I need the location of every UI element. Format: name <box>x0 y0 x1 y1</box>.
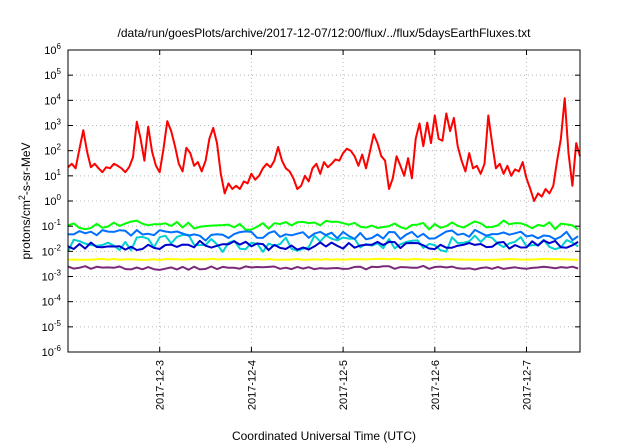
y-tick-label: 102 <box>44 143 61 158</box>
y-axis-title: protons/cm2-s-sr-MeV <box>17 142 33 259</box>
x-tick-label: 2017-12-6 <box>430 360 442 410</box>
series-line-4 <box>67 228 579 242</box>
y-tick-label: 105 <box>44 67 61 82</box>
x-tick-label: 2017-12-3 <box>155 360 167 410</box>
y-tick-label: 104 <box>44 92 61 107</box>
y-tick-label: 10-5 <box>42 319 62 334</box>
series-line-5 <box>67 239 579 251</box>
x-tick-label: 2017-12-4 <box>246 360 258 410</box>
y-tick-label: 106 <box>44 42 61 57</box>
series-line-1 <box>67 97 581 202</box>
y-tick-label: 10-3 <box>42 269 62 284</box>
y-tick-label: 10-4 <box>42 294 62 309</box>
grid-lines <box>68 50 580 352</box>
x-axis: 2017-12-3 2017-12-4 2017-12-5 2017-12-6 2017… <box>155 50 534 410</box>
x-axis-title: Coordinated Universal Time (UTC) <box>232 429 416 443</box>
chart-title: /data/run/goesPlots/archive/2017-12-07/1… <box>118 26 532 40</box>
x-tick-label: 2017-12-7 <box>522 360 534 410</box>
y-tick-label: 101 <box>44 168 61 183</box>
series-line-7 <box>67 264 579 271</box>
series-line-6 <box>68 257 579 261</box>
y-tick-label: 10-2 <box>42 243 62 258</box>
y-tick-label: 10-6 <box>42 344 62 359</box>
y-tick-label: 10-1 <box>42 218 62 233</box>
y-tick-label: 100 <box>44 193 61 208</box>
series-line-3 <box>67 233 579 253</box>
series-line-2 <box>67 219 579 231</box>
x-tick-label: 2017-12-5 <box>338 360 350 410</box>
y-axis: 10-6 10-5 10-4 10-3 10-2 10-1 100 101 102 103 104 1… <box>42 42 580 359</box>
y-tick-label: 103 <box>44 118 61 133</box>
series-layer <box>67 97 581 271</box>
